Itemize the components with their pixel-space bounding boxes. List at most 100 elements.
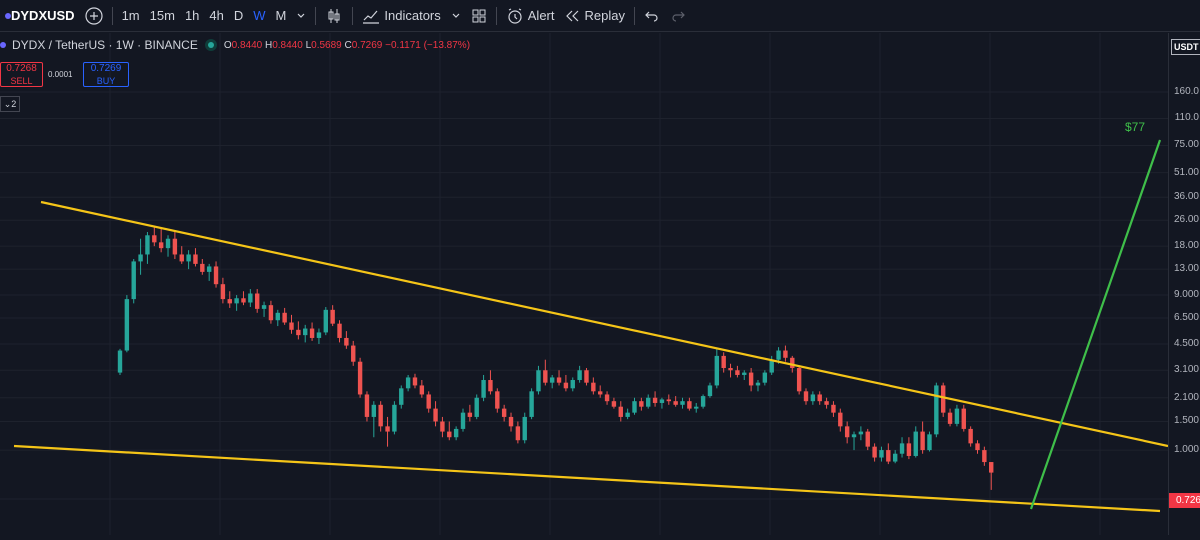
candle-body bbox=[687, 401, 692, 409]
candle-body bbox=[495, 391, 500, 409]
candle-body bbox=[481, 380, 486, 398]
candle-body bbox=[673, 401, 678, 405]
candle-body bbox=[474, 397, 479, 417]
interval-1m[interactable]: 1m bbox=[121, 8, 140, 23]
candle-body bbox=[385, 426, 390, 432]
candle-body bbox=[172, 238, 178, 255]
indicators-dropdown[interactable] bbox=[446, 0, 466, 32]
ohlc-values: O0.8440 H0.8440 L0.5689 C0.7269 −0.1171 … bbox=[223, 39, 471, 51]
candle-body bbox=[659, 399, 665, 403]
candle-body bbox=[639, 401, 644, 407]
symbol-label: DYDXUSD bbox=[11, 8, 75, 23]
candle-body bbox=[248, 293, 253, 303]
alert-label: Alert bbox=[527, 8, 555, 23]
change-value: −0.1171 (−13.87%) bbox=[385, 39, 471, 51]
interval-w[interactable]: W bbox=[253, 8, 266, 23]
candle-body bbox=[357, 361, 363, 395]
candle-body bbox=[927, 434, 932, 451]
candle-body bbox=[954, 408, 960, 424]
chart-type-button[interactable] bbox=[320, 0, 348, 32]
candle-body bbox=[419, 385, 425, 395]
candle-body bbox=[351, 345, 356, 362]
candle-body bbox=[549, 377, 555, 383]
sell-button[interactable]: 0.7268 SELL bbox=[0, 62, 43, 87]
candle-body bbox=[646, 397, 651, 407]
interval-d[interactable]: D bbox=[233, 8, 244, 23]
interval-1h[interactable]: 1h bbox=[184, 8, 200, 23]
candle-body bbox=[529, 391, 534, 417]
axis-tick-label: 26.00 bbox=[1173, 214, 1199, 226]
axis-tick-label: 9.000 bbox=[1173, 289, 1199, 301]
candle-body bbox=[206, 266, 212, 272]
lower-trendline[interactable] bbox=[13, 444, 1161, 513]
candle-body bbox=[488, 380, 493, 392]
candle-body bbox=[632, 401, 637, 413]
candle-body bbox=[282, 312, 287, 323]
layouts-button[interactable] bbox=[466, 0, 492, 32]
candle-body bbox=[652, 397, 658, 403]
indicators-button[interactable]: Indicators bbox=[357, 0, 445, 32]
low-value: 0.5689 bbox=[311, 39, 342, 51]
interval-15m[interactable]: 15m bbox=[149, 8, 175, 23]
candle-body bbox=[186, 254, 191, 262]
upper-trendline[interactable] bbox=[40, 200, 1169, 448]
candle-body bbox=[467, 412, 473, 417]
add-symbol-button[interactable] bbox=[80, 0, 108, 32]
candle-body bbox=[899, 443, 905, 454]
price-chart[interactable]: $77 bbox=[0, 33, 1169, 535]
interval-4h[interactable]: 4h bbox=[209, 8, 224, 23]
buy-button[interactable]: 0.7269 BUY bbox=[83, 62, 129, 87]
candle-body bbox=[220, 284, 226, 300]
divider bbox=[111, 6, 113, 25]
candle-body bbox=[234, 298, 239, 304]
buy-price: 0.7269 bbox=[90, 63, 122, 74]
undo-icon bbox=[645, 11, 658, 22]
indicators-label: Indicators bbox=[384, 8, 441, 23]
candle-body bbox=[563, 382, 569, 389]
candle-body bbox=[399, 388, 404, 405]
candle-body bbox=[309, 328, 315, 338]
axis-tick-label: 13.00 bbox=[1173, 263, 1199, 275]
legend-title[interactable]: DYDX / TetherUS · 1W · BINANCE bbox=[12, 38, 198, 52]
candle-body bbox=[165, 238, 171, 249]
candle-body bbox=[838, 412, 843, 427]
candle-body bbox=[947, 412, 953, 424]
candle-body bbox=[447, 431, 452, 438]
interval-dropdown[interactable] bbox=[291, 0, 311, 32]
price-axis[interactable]: USDT 160.0 110.0 75.00 51.00 36.00 26.00 18.00… bbox=[1168, 33, 1200, 535]
candle-body bbox=[275, 312, 280, 321]
candle-body bbox=[124, 299, 130, 351]
open-value: 0.8440 bbox=[231, 39, 263, 51]
candle-body bbox=[241, 298, 246, 303]
candle-body bbox=[707, 385, 713, 397]
candle-body bbox=[213, 266, 219, 285]
candle-body bbox=[748, 372, 754, 386]
candle-body bbox=[934, 385, 939, 435]
candle-body bbox=[515, 426, 521, 441]
candle-body bbox=[131, 261, 136, 300]
indicators-collapse-toggle[interactable]: ⌄2 bbox=[0, 96, 20, 112]
axis-tick-label: 6.500 bbox=[1173, 312, 1199, 324]
interval-m[interactable]: M bbox=[275, 8, 287, 23]
undo-button[interactable] bbox=[639, 0, 665, 32]
candle-body bbox=[872, 446, 877, 458]
currency-label[interactable]: USDT bbox=[1171, 39, 1200, 55]
replay-button[interactable]: Replay bbox=[560, 0, 630, 32]
redo-button[interactable] bbox=[665, 0, 691, 32]
candle-body bbox=[961, 408, 966, 429]
projection-line[interactable] bbox=[1029, 139, 1162, 510]
divider bbox=[495, 6, 497, 25]
indicators-icon bbox=[363, 10, 380, 24]
candle-body bbox=[364, 394, 370, 417]
candle-body bbox=[255, 293, 260, 309]
axis-tick-label: 160.0 bbox=[1173, 86, 1199, 97]
alert-button[interactable]: Alert bbox=[501, 0, 560, 32]
symbol-search[interactable]: DYDXUSD bbox=[0, 0, 80, 32]
candle-body bbox=[776, 350, 781, 360]
chart-pane[interactable]: $77 bbox=[0, 33, 1169, 535]
axis-tick-label: 36.00 bbox=[1173, 191, 1199, 203]
candle-body bbox=[728, 368, 733, 371]
candle-body bbox=[941, 385, 946, 413]
axis-tick-label: 1.000 bbox=[1173, 444, 1199, 456]
candle-body bbox=[584, 370, 589, 383]
